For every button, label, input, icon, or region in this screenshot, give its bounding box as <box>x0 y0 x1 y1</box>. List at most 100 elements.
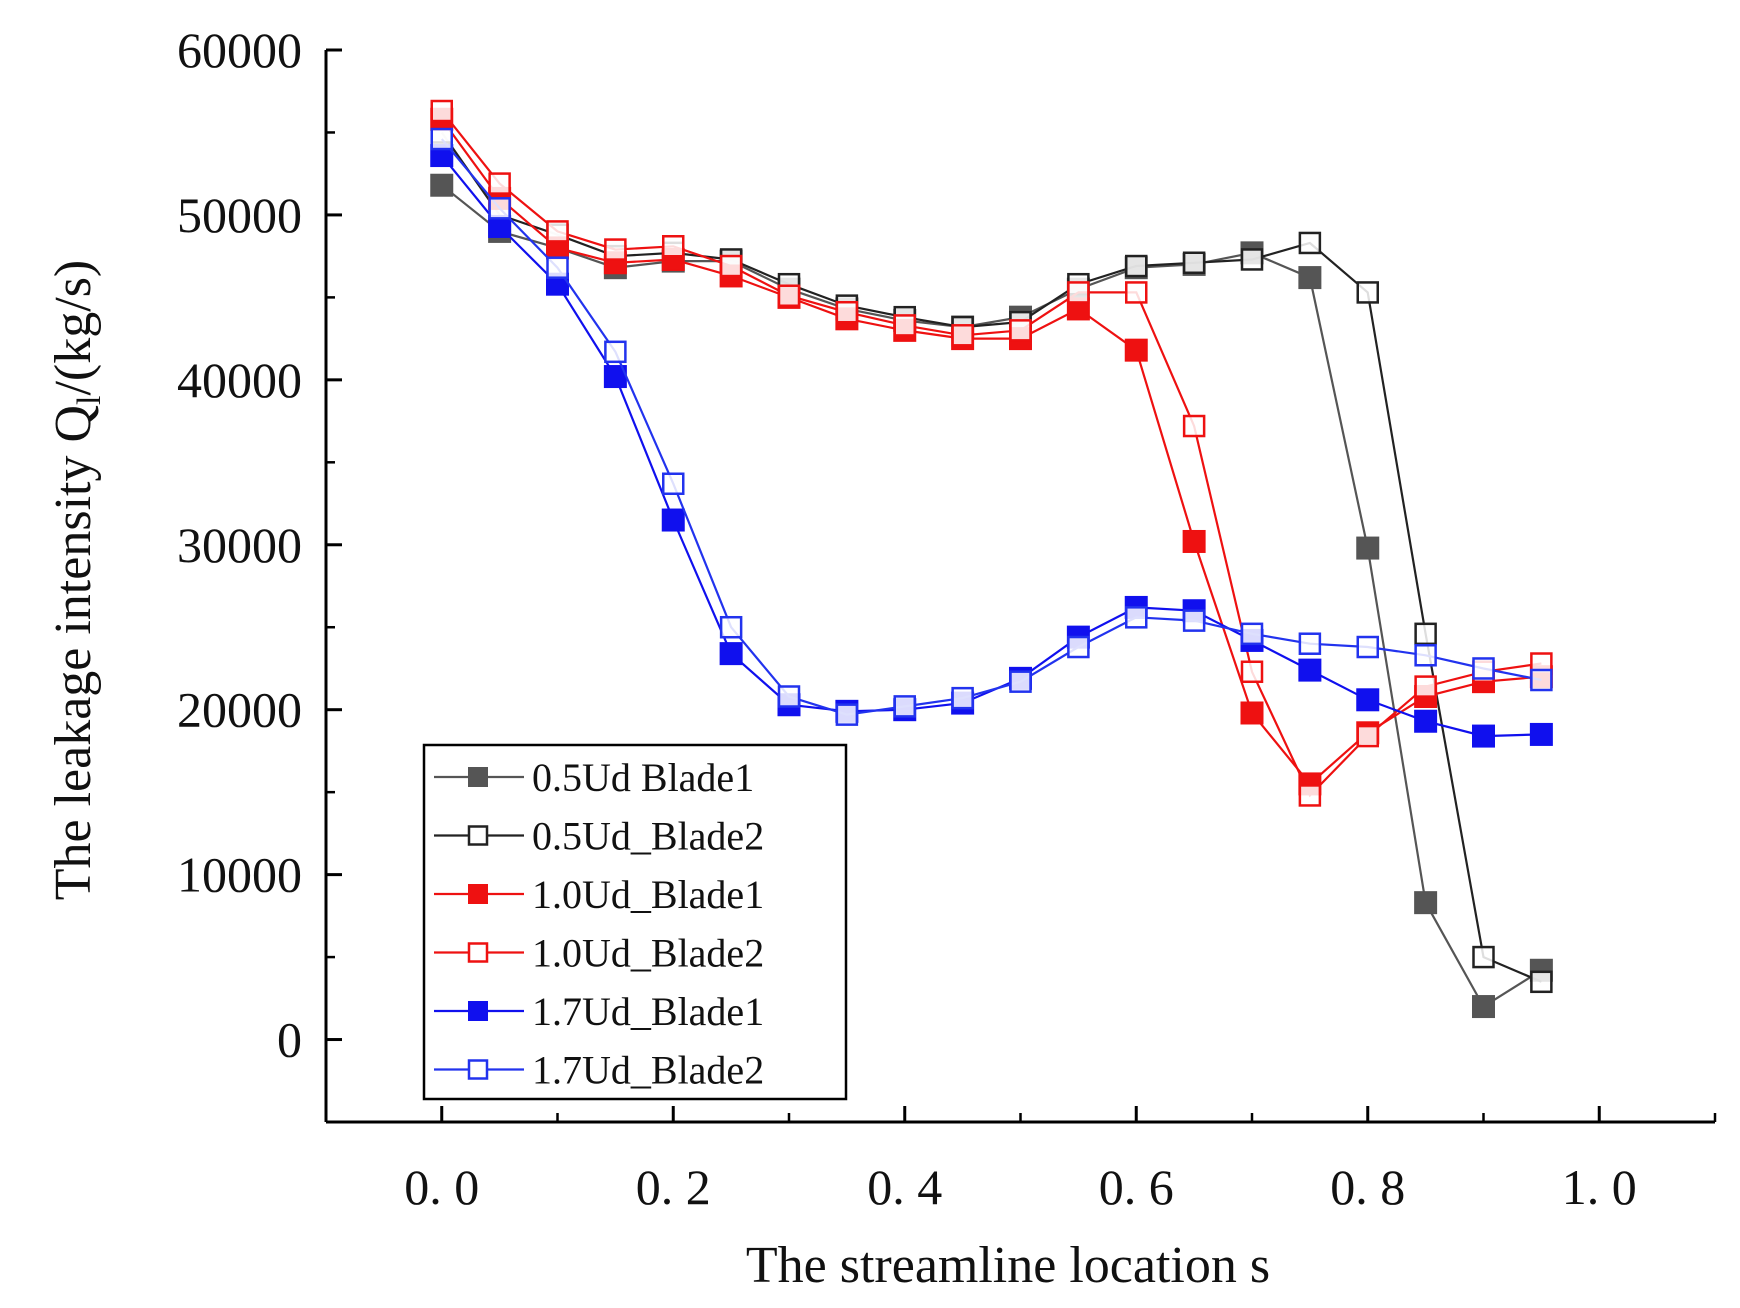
x-tick-label: 0. 4 <box>867 1159 942 1215</box>
series-1.0Ud_Blade2 <box>430 99 1553 807</box>
data-point <box>835 703 859 726</box>
legend-entry: 0.5Ud Blade1 <box>434 755 754 800</box>
legend-label: 1.0Ud_Blade1 <box>532 872 764 917</box>
data-point <box>1356 281 1379 304</box>
y-tick-label: 20000 <box>177 682 302 738</box>
data-point <box>662 472 685 495</box>
legend-entry: 1.7Ud_Blade2 <box>434 1048 764 1093</box>
data-point <box>1414 891 1438 915</box>
data-point <box>1530 970 1553 994</box>
data-point <box>1182 609 1206 632</box>
data-point <box>719 642 743 666</box>
data-point <box>488 197 511 220</box>
data-point <box>1298 784 1322 807</box>
y-tick-label: 60000 <box>177 22 302 78</box>
data-point <box>546 256 569 279</box>
data-point <box>604 238 627 261</box>
legend-entry: 0.5Ud_Blade2 <box>434 814 764 859</box>
legend-label: 1.0Ud_Blade2 <box>532 931 764 976</box>
data-point <box>1472 945 1495 969</box>
y-axis-title: The leakage intensity Ql/(kg/s) <box>45 260 108 901</box>
data-point <box>1240 701 1264 725</box>
data-point <box>1356 688 1380 712</box>
legend-box <box>422 743 848 1101</box>
data-point <box>1298 632 1322 655</box>
y-axis-title-unit: /(kg/s) <box>45 260 102 396</box>
data-point <box>1182 251 1206 275</box>
y-tick-label: 0 <box>277 1012 302 1068</box>
x-tick-label: 1. 0 <box>1562 1159 1637 1215</box>
data-point <box>835 300 859 324</box>
legend-entry: 1.0Ud_Blade1 <box>434 872 764 917</box>
data-point <box>893 314 916 337</box>
data-point <box>1472 995 1495 1019</box>
data-point <box>1240 248 1264 271</box>
data-point <box>1298 231 1322 255</box>
series-1.7Ud_Blade2 <box>430 127 1553 726</box>
legend-label: 0.5Ud Blade1 <box>532 755 754 800</box>
data-point <box>1356 724 1379 748</box>
y-tick-label: 50000 <box>177 187 302 243</box>
data-point <box>1240 660 1264 684</box>
data-point <box>1356 536 1380 560</box>
legend-entry: 1.0Ud_Blade2 <box>434 931 764 976</box>
data-point <box>777 284 801 307</box>
data-point <box>1472 724 1495 748</box>
legend-marker <box>467 1059 489 1080</box>
data-point <box>604 340 627 364</box>
data-point <box>1182 529 1206 553</box>
legend-label: 1.7Ud_Blade1 <box>532 989 764 1034</box>
data-point <box>1009 319 1032 342</box>
data-point <box>1067 281 1090 304</box>
data-point <box>1009 670 1032 693</box>
legend: 0.5Ud Blade1 0.5Ud_Blade2 1.0Ud_Blade1 1.0U… <box>422 743 848 1101</box>
data-point <box>1182 414 1206 438</box>
y-axis-title-subscript: l <box>71 396 108 405</box>
y-tick-label: 30000 <box>177 517 302 573</box>
x-tick-label: 0. 2 <box>636 1159 711 1215</box>
x-tick-label: 0. 8 <box>1330 1159 1405 1215</box>
y-axis-title-main: The leakage intensity Q <box>45 405 102 900</box>
axis-layer: 0 10000 20000 30000 40000 50000 60000 0. 0 0. 2 0… <box>177 22 1717 1215</box>
data-point <box>1530 668 1553 692</box>
y-tick-label: 10000 <box>177 847 302 903</box>
legend-marker <box>467 825 489 846</box>
data-point <box>1298 266 1322 290</box>
data-point <box>1124 338 1148 362</box>
data-point <box>1240 622 1264 646</box>
data-point <box>546 220 569 243</box>
data-point <box>1125 281 1148 304</box>
data-point <box>488 172 511 195</box>
legend-marker <box>468 884 488 904</box>
data-point <box>951 324 974 347</box>
data-point <box>719 615 743 639</box>
data-point <box>1414 644 1437 667</box>
data-point <box>1529 722 1553 746</box>
data-point <box>1356 635 1379 659</box>
data-point <box>661 508 685 532</box>
data-point <box>1067 635 1090 659</box>
y-tick-label: 40000 <box>177 352 302 408</box>
legend-marker <box>467 942 489 963</box>
legend-marker <box>468 767 488 787</box>
data-point <box>1298 658 1322 682</box>
data-point <box>1414 622 1437 646</box>
series-layer <box>430 99 1553 1019</box>
data-point <box>777 685 801 708</box>
data-point <box>1414 709 1438 733</box>
data-point <box>893 695 916 718</box>
legend-label: 0.5Ud_Blade2 <box>532 814 764 859</box>
data-point <box>1472 657 1495 680</box>
data-point <box>1414 675 1437 698</box>
data-point <box>1125 254 1148 278</box>
data-point <box>430 127 453 151</box>
data-point <box>1125 606 1148 629</box>
legend-label: 1.7Ud_Blade2 <box>532 1048 764 1093</box>
data-point <box>719 254 743 278</box>
x-tick-label: 0. 6 <box>1099 1159 1174 1215</box>
legend-marker <box>468 1001 488 1021</box>
legend-entry: 1.7Ud_Blade1 <box>434 989 764 1034</box>
data-point <box>430 173 454 197</box>
